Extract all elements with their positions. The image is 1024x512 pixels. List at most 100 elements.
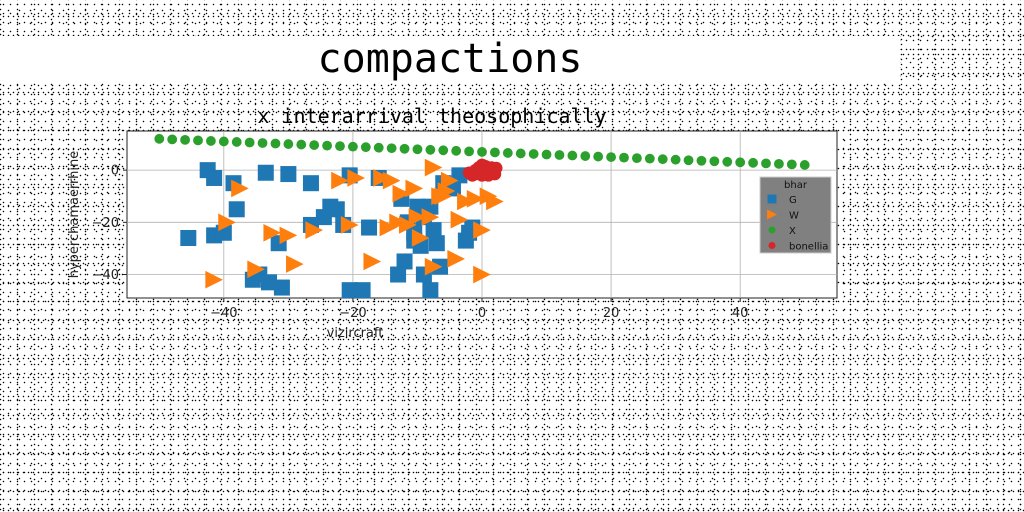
data-point	[748, 157, 758, 168]
data-point	[390, 266, 407, 283]
data-point	[398, 216, 417, 234]
x-tick-label: 40	[732, 306, 749, 321]
legend-marker	[768, 242, 776, 249]
data-point	[206, 136, 216, 146]
data-point	[632, 153, 642, 164]
data-point	[761, 158, 771, 169]
data-point	[167, 134, 178, 145]
data-point	[382, 171, 401, 190]
data-point	[437, 182, 456, 200]
data-point	[231, 179, 249, 198]
data-point	[412, 144, 423, 155]
data-point	[180, 134, 190, 145]
data-point	[335, 141, 345, 152]
data-point	[424, 257, 443, 276]
data-point	[270, 138, 281, 149]
data-point	[425, 144, 436, 155]
series-w	[205, 158, 504, 289]
legend-marker	[767, 194, 777, 204]
data-point	[228, 201, 245, 218]
data-point	[473, 265, 491, 284]
data-point	[360, 142, 371, 153]
data-point	[340, 216, 359, 234]
data-point	[440, 171, 459, 190]
data-point	[683, 155, 694, 166]
data-point	[457, 192, 475, 211]
data-point	[735, 157, 746, 168]
data-point	[466, 190, 485, 208]
data-series	[154, 133, 810, 299]
data-point	[231, 137, 242, 147]
data-point	[154, 133, 165, 144]
data-point	[279, 226, 298, 245]
data-point	[722, 156, 733, 167]
data-point	[593, 151, 604, 162]
axis-ticks: −40 −20 0 20 40 0 −20 −40	[92, 164, 749, 321]
legend-marker	[768, 226, 776, 234]
data-point	[244, 137, 255, 148]
data-point	[347, 169, 365, 187]
data-point	[305, 221, 323, 239]
data-point	[405, 179, 424, 198]
data-point	[554, 150, 565, 160]
data-point	[786, 159, 797, 170]
data-point	[428, 235, 445, 252]
figure-suptitle: compactions	[0, 36, 900, 82]
data-point	[218, 213, 236, 232]
data-point	[438, 145, 449, 156]
data-point	[696, 155, 707, 166]
data-point	[379, 218, 398, 237]
data-point	[422, 282, 439, 299]
data-point	[273, 279, 290, 296]
series-x	[154, 133, 810, 170]
data-point	[464, 146, 474, 157]
data-point	[257, 164, 274, 181]
data-point	[322, 198, 339, 215]
data-point	[606, 152, 616, 162]
data-point	[528, 149, 539, 159]
data-point	[473, 221, 491, 239]
data-point	[205, 270, 223, 289]
data-point	[399, 143, 410, 154]
data-point	[247, 260, 265, 279]
data-point	[657, 154, 668, 165]
data-point	[354, 282, 371, 299]
data-point	[580, 151, 591, 161]
data-point	[451, 145, 462, 156]
data-point	[206, 169, 223, 186]
data-point	[411, 229, 430, 247]
data-point	[218, 136, 229, 147]
data-point	[286, 255, 304, 273]
data-point	[396, 253, 413, 270]
data-point	[421, 208, 440, 226]
data-point	[280, 166, 297, 183]
data-point	[541, 149, 552, 160]
x-axis-label: vizircraft	[327, 326, 384, 341]
y-tick-label: −40	[92, 268, 119, 283]
data-point	[450, 210, 469, 229]
data-point	[363, 252, 382, 271]
data-point	[341, 282, 358, 299]
data-point	[619, 152, 629, 163]
data-point	[302, 175, 319, 192]
data-point	[309, 140, 320, 150]
data-point	[331, 171, 349, 190]
data-point	[361, 219, 378, 236]
legend-entry-label: bonellia	[789, 242, 828, 253]
data-point	[425, 222, 442, 239]
data-point	[257, 138, 268, 148]
y-tick-label: −20	[92, 216, 119, 231]
data-point	[283, 139, 294, 149]
data-point	[799, 160, 810, 170]
data-point	[447, 250, 465, 268]
legend-entry-label: W	[789, 211, 799, 222]
data-point	[482, 161, 495, 174]
legend-title: bhar	[784, 180, 808, 191]
data-point	[296, 139, 307, 150]
data-point	[322, 140, 332, 151]
data-point	[490, 147, 500, 158]
legend-entry-label: X	[789, 226, 796, 237]
data-point	[486, 192, 504, 211]
